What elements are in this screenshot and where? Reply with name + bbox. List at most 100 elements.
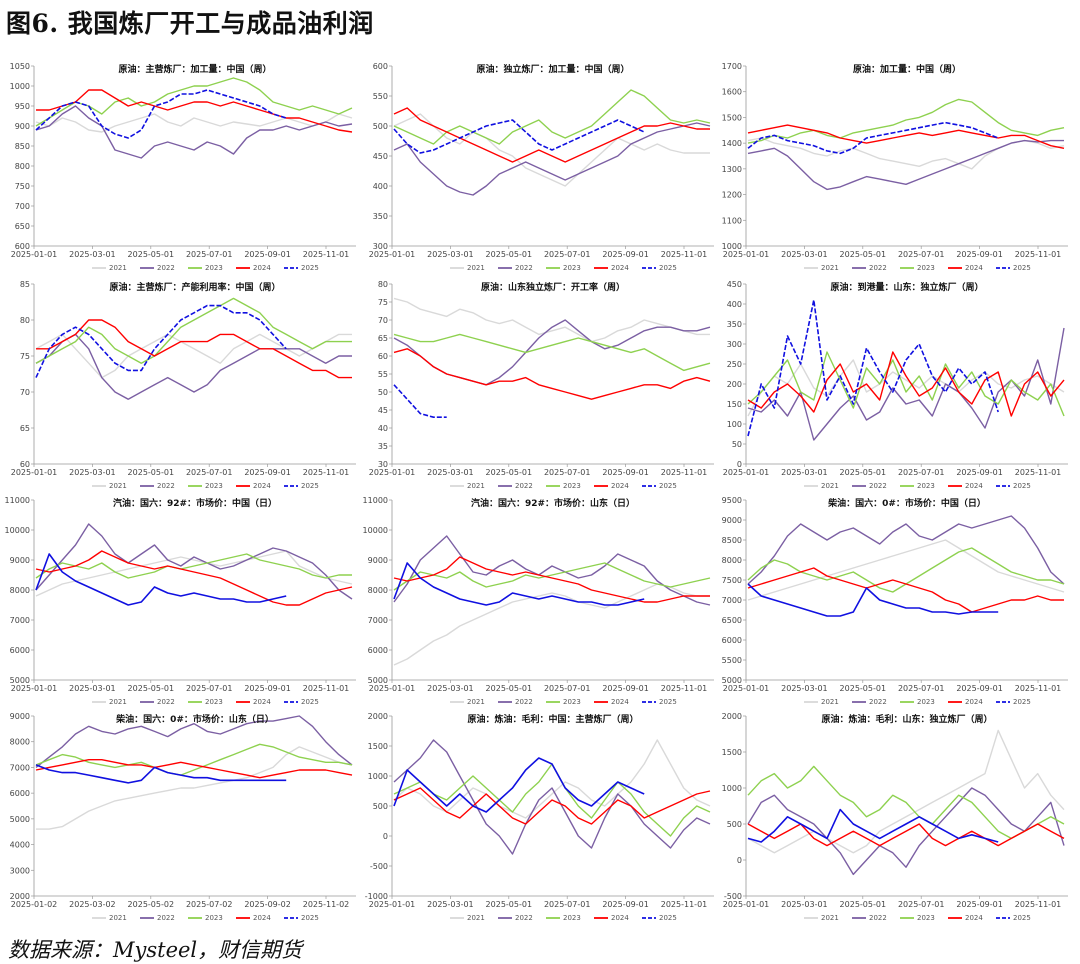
x-tick-label: 2025-09-01 (602, 250, 649, 259)
y-tick-label: 550 (373, 92, 388, 101)
chart-title: 原油：独立炼厂：加工量：中国（周） (476, 63, 629, 75)
y-tick-label: 450 (373, 152, 388, 161)
legend-label-2024: 2024 (965, 264, 983, 272)
series-line-2021 (747, 359, 1065, 417)
y-tick-label: 70 (378, 316, 388, 325)
x-tick-label: 2025-09-01 (244, 468, 291, 477)
legend-label-2022: 2022 (157, 264, 175, 272)
series-line-2024 (747, 124, 1065, 149)
chart-svg: -500 0 500 1000 1500 2000 2025-01-01 2025-03-01… (722, 712, 1068, 922)
series-line-2024 (35, 759, 353, 779)
legend-label-2025: 2025 (301, 914, 319, 922)
legend-label-2023: 2023 (563, 698, 581, 706)
chart-legend: 2021 2022 2023 2024 2025 (804, 264, 1031, 272)
chart-title: 原油：主营炼厂：产能利用率：中国（周） (109, 281, 280, 293)
legend-label-2024: 2024 (611, 264, 629, 272)
x-tick-label: 2025-03-01 (781, 468, 828, 477)
x-tick-label: 2025-05-01 (128, 468, 175, 477)
series-line-2022 (35, 523, 353, 600)
series-line-2021 (393, 113, 710, 187)
x-tick-label: 2025-03-01 (781, 900, 828, 909)
series-line-2022 (393, 535, 711, 606)
legend-label-2023: 2023 (917, 482, 935, 490)
x-tick-label: 2025-11-02 (303, 900, 350, 909)
legend-label-2024: 2024 (253, 264, 271, 272)
chart-title: 柴油：国六：0#：市场价：山东（日） (115, 713, 274, 725)
y-tick-label: 750 (15, 182, 30, 191)
legend-label-2021: 2021 (109, 698, 127, 706)
chart-panel-10: 2000 3000 4000 5000 6000 7000 8000 9000 2025-01-… (0, 708, 364, 926)
legend-label-2021: 2021 (821, 264, 839, 272)
y-tick-label: 400 (727, 300, 742, 309)
series-line-2023 (393, 89, 711, 145)
x-tick-label: 2025-05-01 (128, 250, 175, 259)
chart-title: 原油：到港量：山东：独立炼厂（周） (830, 281, 983, 293)
x-tick-label: 2025-05-02 (128, 900, 175, 909)
series-line-2022 (393, 122, 711, 196)
y-tick-label: 6500 (722, 616, 742, 625)
y-tick-label: 500 (727, 820, 742, 829)
x-tick-label: 2025-03-01 (69, 468, 116, 477)
y-tick-label: 2000 (722, 712, 742, 721)
x-tick-label: 2025-01-01 (723, 684, 770, 693)
x-tick-label: 2025-09-02 (244, 900, 291, 909)
y-tick-label: 85 (20, 280, 30, 289)
x-tick-label: 2025-11-01 (661, 900, 708, 909)
y-tick-label: 1500 (722, 748, 742, 757)
legend-label-2025: 2025 (301, 264, 319, 272)
chart-svg: 600 650 700 750 800 850 900 950 1000 1050 2025-01-… (10, 62, 356, 272)
series-line-2022 (393, 739, 711, 855)
y-tick-label: 1600 (722, 88, 742, 97)
legend-label-2023: 2023 (563, 914, 581, 922)
legend-label-2021: 2021 (467, 698, 485, 706)
y-tick-label: 10000 (363, 526, 388, 535)
y-tick-label: 80 (378, 280, 388, 289)
x-tick-label: 2025-05-01 (128, 684, 175, 693)
legend-label-2022: 2022 (869, 914, 887, 922)
x-tick-label: 2025-09-01 (956, 250, 1003, 259)
y-tick-label: 9500 (722, 496, 742, 505)
legend-label-2025: 2025 (659, 482, 677, 490)
legend-label-2021: 2021 (821, 914, 839, 922)
y-tick-label: 500 (373, 802, 388, 811)
y-tick-label: 1000 (368, 772, 388, 781)
legend-label-2022: 2022 (515, 482, 533, 490)
legend-label-2022: 2022 (869, 698, 887, 706)
y-tick-label: 11000 (5, 496, 30, 505)
x-tick-label: 2025-07-01 (544, 684, 591, 693)
chart-panel-9: 5000 5500 6000 6500 7000 7500 8000 8500 9000 9500… (712, 492, 1076, 710)
y-tick-label: 75 (20, 352, 30, 361)
series-line-2025 (35, 89, 287, 139)
series-line-2022 (747, 515, 1065, 585)
x-tick-label: 2025-05-01 (840, 250, 887, 259)
figure-title: 图6. 我国炼厂开工与成品油利润 (6, 9, 374, 38)
legend-label-2025: 2025 (1013, 264, 1031, 272)
y-tick-label: 2000 (10, 892, 30, 901)
series-line-2021 (747, 729, 1065, 854)
y-tick-label: 60 (378, 352, 388, 361)
y-tick-label: 1400 (722, 139, 742, 148)
x-tick-label: 2025-03-01 (69, 250, 116, 259)
legend-label-2024: 2024 (253, 698, 271, 706)
legend-label-2023: 2023 (205, 914, 223, 922)
y-tick-label: 7000 (368, 616, 388, 625)
chart-svg: 1000 1100 1200 1300 1400 1500 1600 1700 2025-01-… (722, 62, 1068, 272)
legend-label-2023: 2023 (563, 264, 581, 272)
x-tick-label: 2025-05-01 (486, 900, 533, 909)
series-line-2023 (393, 562, 711, 591)
y-tick-label: 5500 (722, 656, 742, 665)
y-tick-label: 700 (15, 202, 30, 211)
data-source-note: 数据来源：Mysteel，财信期货 (8, 938, 303, 962)
series-line-2025 (747, 299, 999, 437)
series-line-2022 (35, 333, 352, 400)
y-tick-label: 0 (737, 856, 742, 865)
y-tick-label: 5000 (722, 676, 742, 685)
y-tick-label: 70 (20, 388, 30, 397)
y-tick-label: 600 (15, 242, 30, 251)
legend-label-2022: 2022 (869, 482, 887, 490)
series-line-2022 (35, 105, 353, 159)
series-line-2021 (35, 550, 353, 597)
chart-legend: 2021 2022 2023 2024 2025 (92, 698, 319, 706)
y-tick-label: 950 (15, 102, 30, 111)
series-line-2023 (747, 98, 1065, 144)
